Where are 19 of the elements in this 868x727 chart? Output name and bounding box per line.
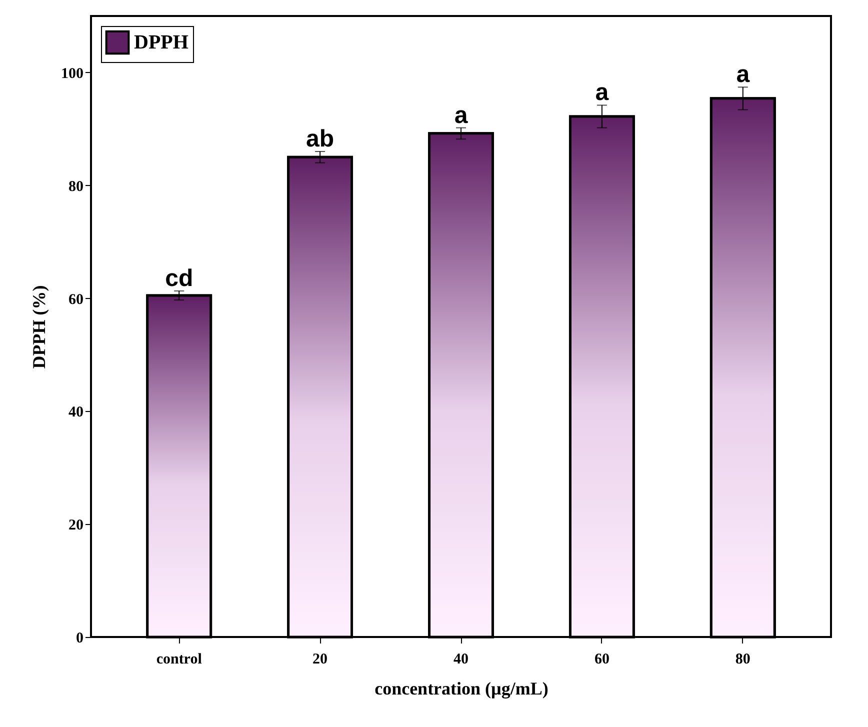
y-tick-label: 40 <box>68 404 84 421</box>
x-tick-label: 80 <box>735 652 750 668</box>
x-tick-label: 40 <box>454 652 468 668</box>
y-tick-label: 80 <box>68 178 84 195</box>
x-tick-label: 60 <box>594 652 610 668</box>
annotation: a <box>454 102 468 129</box>
annotation: ab <box>306 125 334 152</box>
x-axis-title: concentration (µg/mL) <box>374 678 548 698</box>
annotation: cd <box>165 264 194 292</box>
annotation: a <box>736 61 750 88</box>
x-tick-label: 20 <box>312 652 328 668</box>
y-tick-label: 100 <box>61 66 84 82</box>
annotation: a <box>595 79 610 106</box>
y-axis-title: DPPH (%) <box>29 285 49 369</box>
x-tick-label: control <box>156 652 202 668</box>
y-tick-label: 20 <box>68 518 84 534</box>
y-tick-label: 60 <box>68 292 84 308</box>
legend-label: DPPH <box>134 32 189 54</box>
y-tick-label: 0 <box>76 630 84 646</box>
